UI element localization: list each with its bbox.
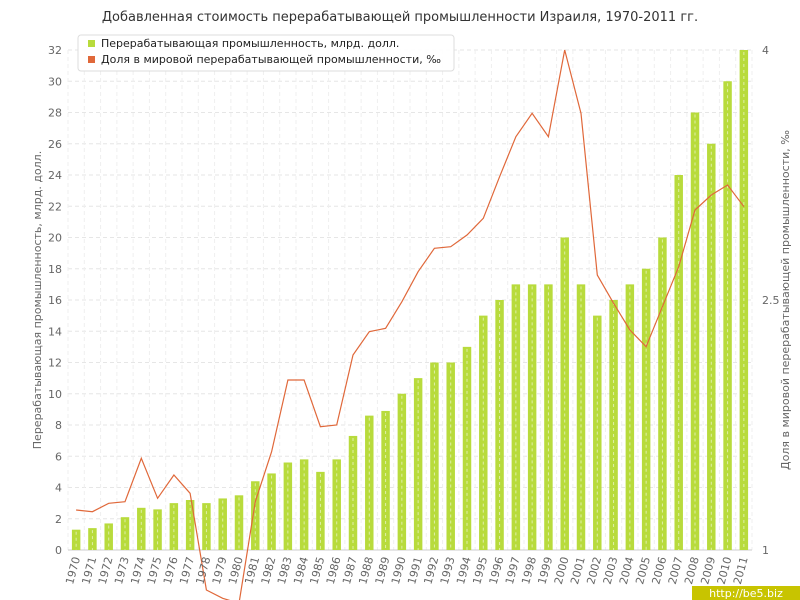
left-tick-label: 12 — [48, 357, 62, 370]
right-axis-title: Доля в мировой перерабатывающей промышле… — [779, 130, 792, 470]
bar — [544, 284, 553, 550]
left-tick-label: 18 — [48, 263, 62, 276]
left-tick-label: 14 — [48, 325, 62, 338]
bar — [527, 284, 537, 550]
watermark: http://be5.biz — [692, 586, 800, 600]
line-series — [76, 49, 745, 600]
left-tick-label: 22 — [48, 200, 62, 213]
bar — [674, 175, 683, 550]
left-tick-label: 32 — [48, 44, 62, 57]
chart-title: Добавленная стоимость перерабатывающей п… — [102, 10, 698, 25]
bar — [560, 237, 569, 550]
bar — [169, 503, 179, 550]
bar — [462, 346, 472, 550]
legend-box — [77, 34, 455, 72]
bar — [397, 393, 407, 550]
left-tick-label: 30 — [48, 75, 62, 88]
bar — [104, 523, 113, 550]
left-tick-label: 6 — [55, 450, 62, 463]
bar — [576, 284, 586, 550]
left-tick-label: 2 — [55, 513, 62, 526]
left-tick-label: 28 — [48, 107, 62, 120]
left-axis-title: Перерабатывающая промышленность, млрд. д… — [31, 151, 44, 449]
legend-label-bars: Перерабатывающая промышленность, млрд. д… — [101, 37, 399, 50]
right-y-axis: 12.54 — [762, 44, 780, 557]
left-tick-label: 10 — [48, 388, 62, 401]
series-line — [76, 49, 745, 600]
legend-label-line: Доля в мировой перерабатывающей промышле… — [101, 53, 441, 66]
left-tick-label: 20 — [48, 232, 62, 245]
legend-swatch-line — [88, 56, 95, 63]
left-tick-label: 4 — [55, 482, 62, 495]
bar — [707, 143, 716, 550]
bar — [413, 378, 423, 550]
bar — [365, 415, 374, 550]
left-tick-label: 0 — [55, 544, 62, 557]
bar — [185, 500, 195, 550]
bar — [218, 498, 227, 550]
bar — [625, 284, 635, 550]
bar — [511, 284, 521, 550]
right-tick-label: 1 — [762, 544, 769, 557]
bar-series — [71, 50, 749, 550]
bar — [202, 503, 211, 550]
bar — [723, 81, 732, 550]
left-tick-label: 16 — [48, 294, 62, 307]
watermark-background — [692, 586, 800, 600]
bar — [283, 462, 293, 550]
left-tick-label: 26 — [48, 138, 62, 151]
legend: Перерабатывающая промышленность, млрд. д… — [77, 34, 455, 72]
right-tick-label: 2.5 — [762, 294, 780, 307]
legend-swatch-bars — [88, 40, 95, 47]
left-tick-label: 24 — [48, 169, 62, 182]
watermark-text: http://be5.biz — [709, 587, 783, 600]
left-tick-label: 8 — [55, 419, 62, 432]
right-tick-label: 4 — [762, 44, 769, 57]
bar — [658, 237, 667, 550]
grid — [67, 49, 753, 550]
